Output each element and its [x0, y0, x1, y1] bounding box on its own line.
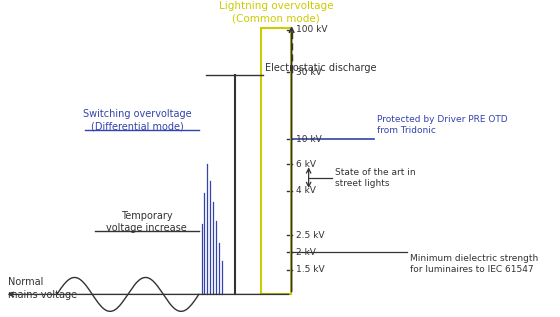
- Text: Lightning overvoltage
(Common mode): Lightning overvoltage (Common mode): [219, 1, 333, 23]
- Text: Normal
mains voltage: Normal mains voltage: [8, 277, 77, 300]
- Text: Switching overvoltage
(Differential mode): Switching overvoltage (Differential mode…: [83, 109, 192, 132]
- Text: 1.5 kV: 1.5 kV: [296, 265, 325, 275]
- Text: 100 kV: 100 kV: [296, 25, 328, 34]
- Text: 30 kV: 30 kV: [296, 68, 322, 77]
- Text: Temporary
voltage increase: Temporary voltage increase: [106, 211, 187, 233]
- Text: 10 kV: 10 kV: [296, 134, 322, 144]
- Text: 6 kV: 6 kV: [296, 160, 316, 169]
- Text: Electrostatic discharge: Electrostatic discharge: [265, 63, 376, 73]
- Text: 2 kV: 2 kV: [296, 248, 316, 256]
- Text: Minimum dielectric strength
for luminaires to IEC 61547: Minimum dielectric strength for luminair…: [410, 254, 538, 274]
- Text: State of the art in
street lights: State of the art in street lights: [335, 168, 416, 188]
- Text: 2.5 kV: 2.5 kV: [296, 230, 325, 240]
- Text: 4 kV: 4 kV: [296, 186, 316, 195]
- Text: Protected by Driver PRE OTD
from Tridonic: Protected by Driver PRE OTD from Tridoni…: [377, 115, 507, 135]
